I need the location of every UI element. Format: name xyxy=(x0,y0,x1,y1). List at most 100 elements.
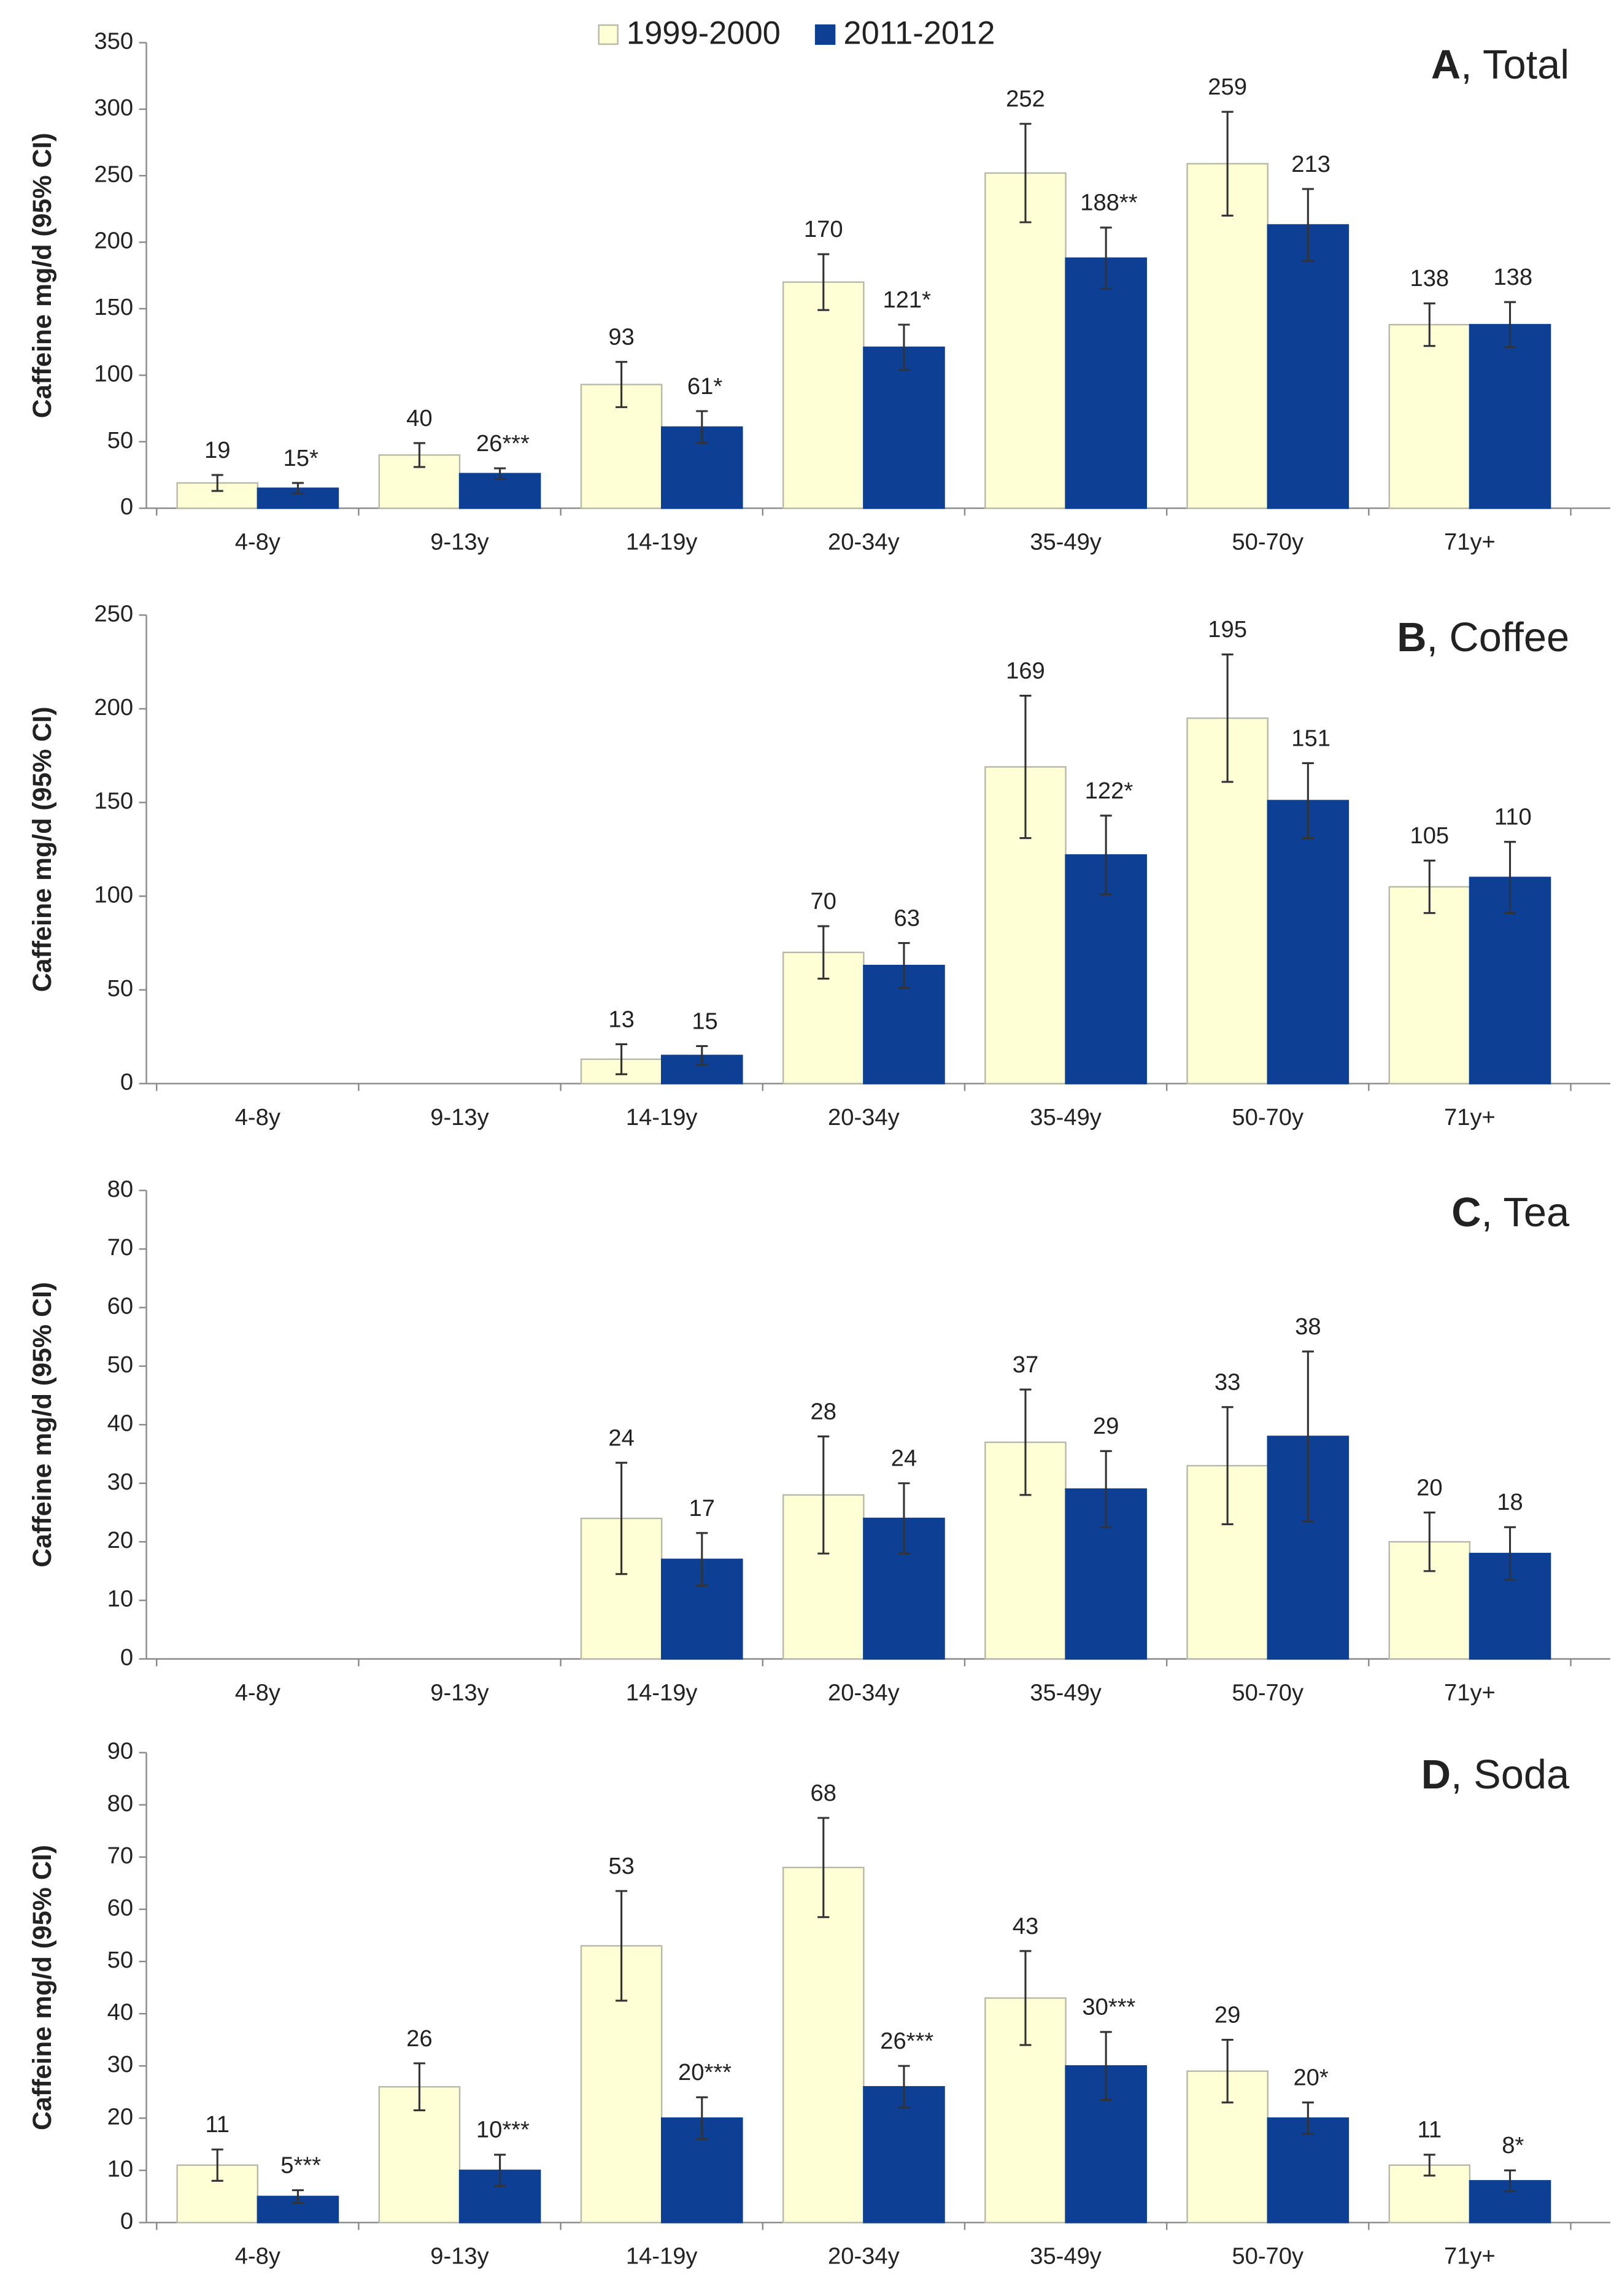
y-tick-label: 90 xyxy=(107,1738,133,1765)
value-label: 19 xyxy=(204,437,230,463)
value-label: 28 xyxy=(811,1398,836,1424)
value-label: 24 xyxy=(891,1445,917,1472)
y-tick-label: 10 xyxy=(107,1586,133,1612)
error-bar xyxy=(292,482,304,495)
y-tick-label: 70 xyxy=(107,1842,133,1869)
bar xyxy=(1065,257,1147,509)
value-label: 188** xyxy=(1080,190,1138,216)
legend-label: 1999-2000 xyxy=(627,15,781,51)
bar xyxy=(1388,886,1471,1084)
x-tick-label: 35-49y xyxy=(1030,1104,1102,1131)
error-bar xyxy=(817,1435,830,1555)
error-bar xyxy=(616,1043,628,1075)
bar xyxy=(1388,323,1471,509)
error-bar xyxy=(1504,1526,1516,1581)
value-label: 24 xyxy=(608,1424,634,1451)
error-bar xyxy=(817,253,830,311)
bar xyxy=(782,1866,865,2224)
value-label: 110 xyxy=(1494,804,1532,830)
x-tick-label: 71y+ xyxy=(1444,1104,1496,1131)
error-bar xyxy=(211,474,223,492)
x-tick-label: 20-34y xyxy=(828,1104,900,1131)
bar xyxy=(863,2085,945,2224)
y-tick-label: 20 xyxy=(107,2103,133,2130)
value-label: 29 xyxy=(1093,1413,1119,1439)
value-label: 40 xyxy=(406,405,432,431)
error-bar xyxy=(1302,1350,1314,1523)
error-bar xyxy=(494,2154,506,2187)
x-tick-label: 20-34y xyxy=(828,528,900,555)
y-tick-label: 50 xyxy=(107,1947,133,1973)
value-label: 20*** xyxy=(678,2059,732,2085)
y-tick-label: 250 xyxy=(94,600,133,627)
value-label: 11 xyxy=(1418,2117,1442,2143)
error-bar xyxy=(898,941,910,989)
bar xyxy=(1186,2070,1269,2224)
error-bar xyxy=(1302,762,1314,840)
value-label: 17 xyxy=(689,1495,715,1521)
error-bar xyxy=(696,1532,708,1587)
chart-title: D, Soda xyxy=(1421,1752,1570,1798)
y-tick-label: 50 xyxy=(107,427,133,454)
error-bar xyxy=(1100,814,1112,895)
value-label: 213 xyxy=(1291,151,1330,177)
error-bar xyxy=(616,1890,628,2002)
x-tick-label: 50-70y xyxy=(1232,528,1303,555)
error-bar xyxy=(616,1461,628,1575)
error-bar xyxy=(1019,694,1032,840)
y-tick-label: 150 xyxy=(94,294,133,320)
x-tick-label: 71y+ xyxy=(1444,528,1496,555)
y-tick-label: 300 xyxy=(94,95,133,121)
y-tick-label: 100 xyxy=(94,881,133,908)
y-tick-label: 200 xyxy=(94,694,133,721)
value-label: 15 xyxy=(692,1008,717,1034)
x-tick-label: 35-49y xyxy=(1030,1679,1102,1706)
error-bar xyxy=(1302,188,1314,262)
value-label: 37 xyxy=(1013,1351,1038,1378)
error-bar xyxy=(696,410,708,444)
error-bar xyxy=(696,2096,708,2140)
value-label: 26*** xyxy=(476,430,530,457)
y-tick-label: 350 xyxy=(94,28,133,55)
error-bar xyxy=(1504,841,1516,914)
legend-label: 2011-2012 xyxy=(843,15,995,51)
bar xyxy=(863,346,945,509)
bar xyxy=(1469,323,1551,509)
value-label: 33 xyxy=(1215,1369,1240,1396)
x-tick-label: 50-70y xyxy=(1232,2243,1303,2270)
bar xyxy=(1267,2117,1350,2224)
error-bar xyxy=(211,2148,223,2182)
y-axis-label: Caffeine mg/d (95% CI) xyxy=(28,1845,57,2130)
x-tick-label: 50-70y xyxy=(1232,1104,1303,1131)
error-bar xyxy=(1100,1450,1112,1528)
value-label: 63 xyxy=(894,905,920,931)
value-label: 138 xyxy=(1410,265,1449,292)
y-axis-label: Caffeine mg/d (95% CI) xyxy=(28,1282,57,1567)
value-label: 26 xyxy=(406,2025,432,2052)
y-tick-label: 50 xyxy=(107,975,133,1002)
error-bar xyxy=(898,323,910,371)
y-tick-label: 250 xyxy=(94,161,133,187)
error-bar xyxy=(1221,653,1234,783)
x-tick-label: 35-49y xyxy=(1030,2243,1102,2270)
value-label: 121* xyxy=(882,287,931,313)
y-tick-label: 0 xyxy=(120,1069,133,1096)
value-label: 20 xyxy=(1416,1474,1442,1501)
value-label: 26*** xyxy=(880,2028,933,2054)
error-bar xyxy=(1504,2169,1516,2192)
bar xyxy=(984,172,1067,509)
x-tick-label: 71y+ xyxy=(1444,2243,1496,2270)
value-label: 151 xyxy=(1291,725,1330,751)
error-bar xyxy=(494,467,506,480)
y-tick-label: 0 xyxy=(120,493,133,520)
value-label: 105 xyxy=(1410,822,1449,849)
error-bar xyxy=(292,2189,304,2204)
error-bar xyxy=(1423,1511,1435,1572)
value-label: 169 xyxy=(1006,657,1045,684)
error-bar xyxy=(1019,1950,1032,2046)
x-tick-label: 20-34y xyxy=(828,1679,900,1706)
x-tick-label: 35-49y xyxy=(1030,528,1102,555)
value-label: 5*** xyxy=(280,2152,321,2179)
x-tick-label: 9-13y xyxy=(430,1679,489,1706)
